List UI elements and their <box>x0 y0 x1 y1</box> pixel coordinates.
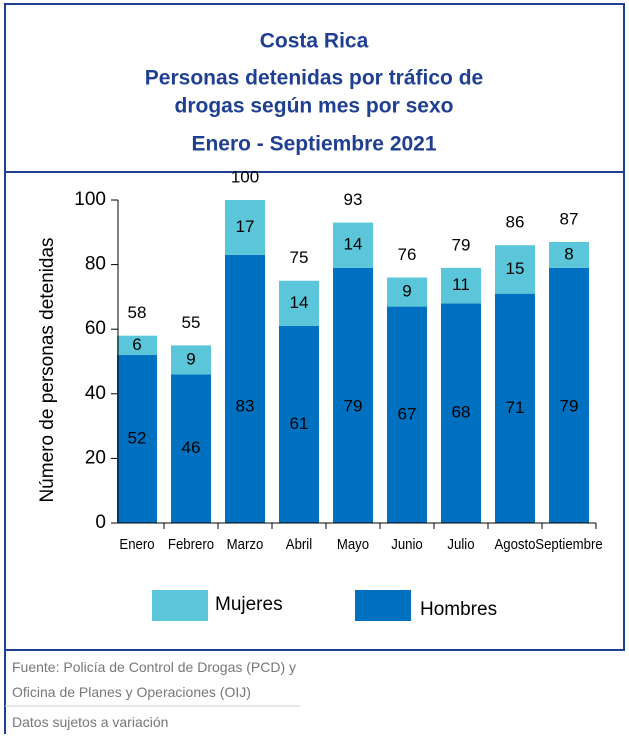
title: Personas detenidas por tráfico de <box>145 67 483 90</box>
title: drogas según mes por sexo <box>175 95 454 118</box>
total-label: 79 <box>452 235 471 254</box>
value-label: 52 <box>128 429 147 448</box>
y-tick-label: 80 <box>85 254 106 275</box>
value-label: 9 <box>186 349 195 368</box>
x-tick-label: Enero <box>119 535 154 552</box>
bar-segment <box>495 245 535 294</box>
total-label: 93 <box>344 190 363 209</box>
x-tick-label: Agosto <box>494 535 535 552</box>
value-label: 83 <box>236 396 255 415</box>
y-tick-label: 100 <box>74 189 106 210</box>
y-tick-label: 60 <box>85 318 106 339</box>
total-label: 58 <box>128 303 147 322</box>
total-label: 87 <box>560 209 579 228</box>
bar-segment <box>279 280 319 326</box>
y-tick-label: 40 <box>85 383 106 404</box>
bar-segment <box>279 325 319 523</box>
y-tick-label: 0 <box>95 512 106 533</box>
value-label: 46 <box>182 438 201 457</box>
bar-segment <box>171 374 211 523</box>
value-label: 14 <box>290 293 309 312</box>
title: Costa Rica <box>260 30 369 53</box>
value-label: 14 <box>344 235 363 254</box>
total-label: 55 <box>182 313 201 332</box>
y-axis-label: Número de personas detenidas <box>37 237 58 502</box>
value-label: 8 <box>564 244 573 263</box>
value-label: 71 <box>506 398 525 417</box>
x-tick-label: Mayo <box>337 535 369 552</box>
value-label: 61 <box>290 414 309 433</box>
value-label: 17 <box>236 217 255 236</box>
bar-segment <box>549 241 589 268</box>
value-label: 9 <box>402 282 411 301</box>
x-tick-label: Septiembre <box>535 535 603 552</box>
bar-segment <box>333 222 373 268</box>
total-label: 86 <box>506 213 525 232</box>
legend-label: Hombres <box>420 599 497 620</box>
legend-swatch <box>355 590 411 621</box>
bar-segment <box>117 355 157 523</box>
value-label: 68 <box>452 403 471 422</box>
bar-segment <box>225 200 265 255</box>
x-tick-label: Julio <box>447 535 474 552</box>
bar-segment <box>441 303 481 523</box>
total-label: 76 <box>398 245 417 264</box>
bar-segment <box>117 335 157 356</box>
footer: Fuente: Policía de Control de Drogas (PC… <box>12 659 296 675</box>
bar-segment <box>495 293 535 523</box>
bar-segment <box>549 267 589 523</box>
title: Enero - Septiembre 2021 <box>191 133 436 156</box>
x-tick-label: Marzo <box>227 535 264 552</box>
bar-segment <box>387 306 427 523</box>
value-label: 6 <box>132 335 141 354</box>
value-label: 15 <box>506 259 525 278</box>
bar-segment <box>171 345 211 375</box>
footer: Oficina de Planes y Operaciones (OIJ) <box>12 684 251 700</box>
x-tick-label: Abril <box>286 535 312 552</box>
total-label: 75 <box>290 248 309 267</box>
value-label: 11 <box>452 275 470 294</box>
bar-segment <box>225 254 265 523</box>
value-label: 67 <box>398 404 417 423</box>
x-tick-label: Febrero <box>168 535 214 552</box>
legend-label: Mujeres <box>215 594 283 615</box>
footer: Datos sujetos a variación <box>12 714 168 730</box>
y-tick-label: 20 <box>85 447 106 468</box>
value-label: 79 <box>560 396 579 415</box>
value-label: 79 <box>344 396 363 415</box>
bar-segment <box>441 267 481 304</box>
x-tick-label: Junio <box>391 535 423 552</box>
frame <box>4 3 625 651</box>
legend-swatch <box>152 590 208 621</box>
total-label: 100 <box>231 167 259 186</box>
bar-segment <box>387 277 427 307</box>
bar-segment <box>333 267 373 523</box>
